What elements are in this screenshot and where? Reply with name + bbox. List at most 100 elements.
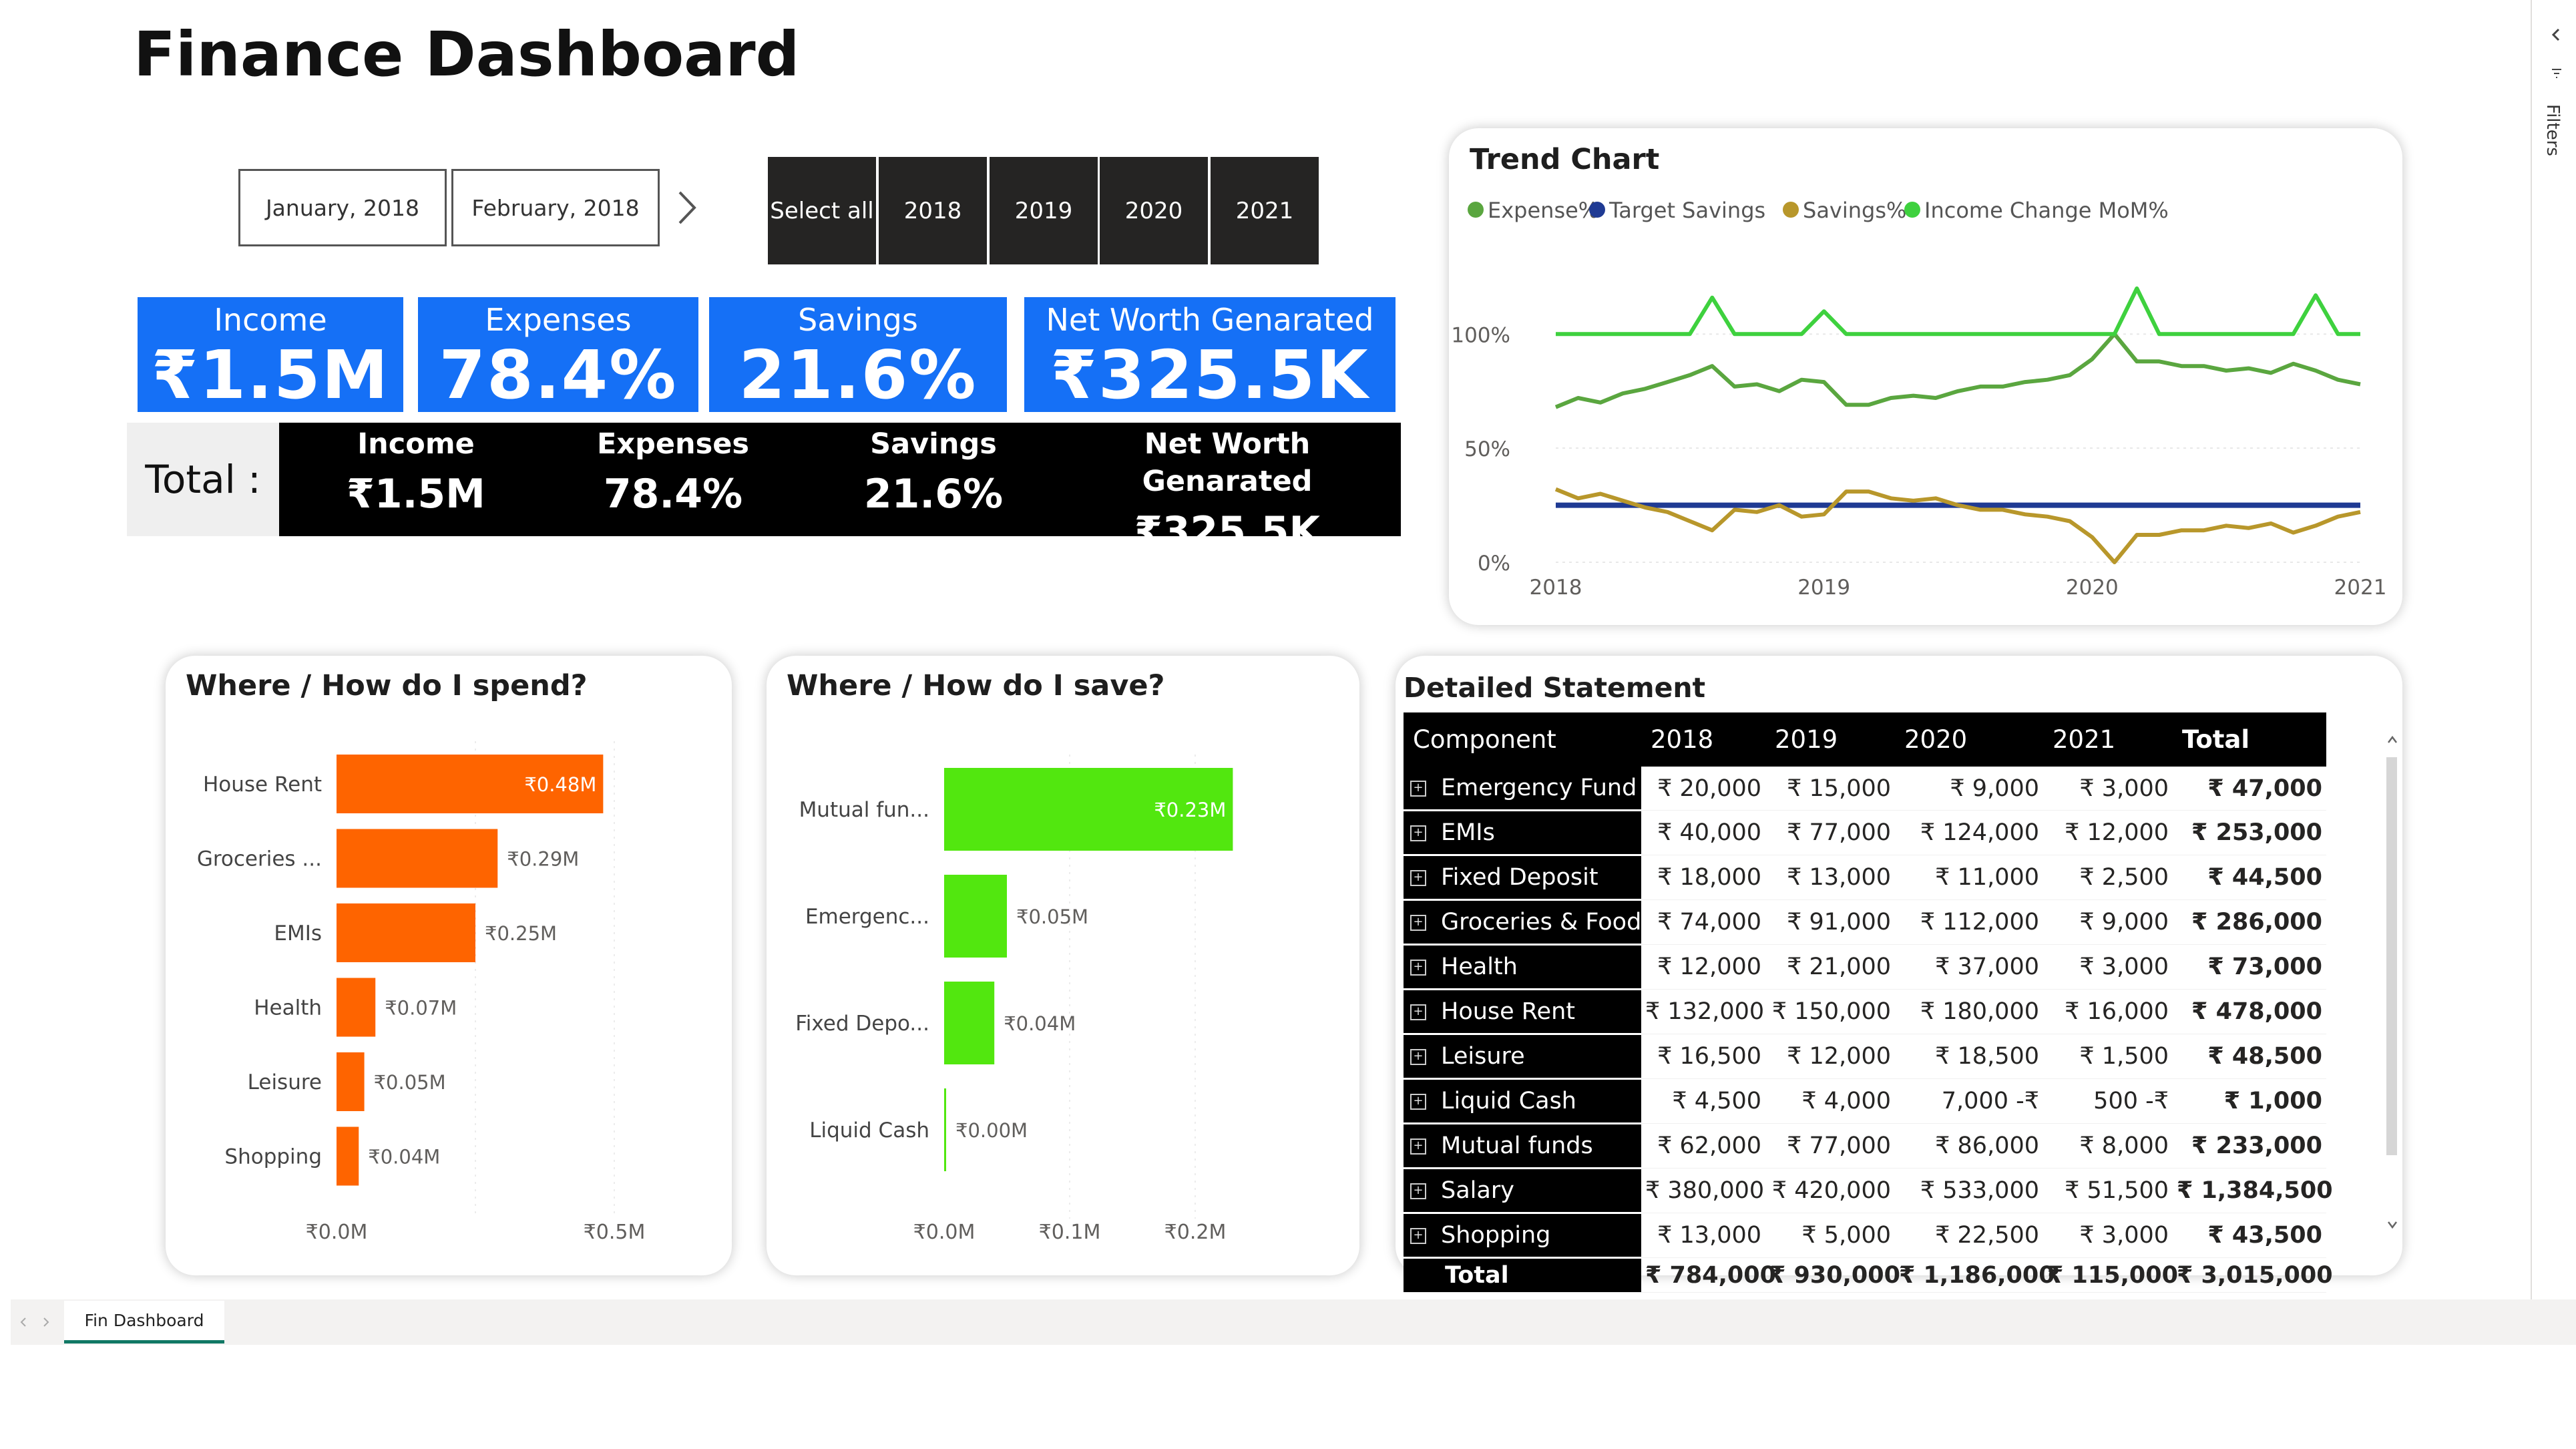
row-label: + Liquid Cash: [1404, 1078, 1641, 1124]
column-header[interactable]: 2019: [1765, 712, 1895, 767]
kpi-label: Savings: [798, 302, 918, 338]
x-tick-label: ₹0.1M: [1039, 1221, 1101, 1244]
category-label: Leisure: [248, 1070, 322, 1094]
series-line[interactable]: [1554, 332, 2361, 409]
column-header[interactable]: Total: [2173, 712, 2326, 767]
table-cell: ₹ 16,500: [1641, 1034, 1765, 1079]
plus-square-icon[interactable]: +: [1410, 1183, 1426, 1199]
tab-fin-dashboard[interactable]: Fin Dashboard: [64, 1301, 224, 1343]
plus-square-icon[interactable]: +: [1410, 960, 1426, 976]
row-label-text: Health: [1441, 954, 1518, 980]
table-cell: ₹ 47,000: [2173, 767, 2326, 811]
y-tick-label: 50%: [1464, 437, 1510, 461]
row-label-text: Mutual funds: [1441, 1132, 1593, 1159]
table-row[interactable]: + Salary ₹ 380,000 ₹ 420,000 ₹ 533,000 ₹ 51,5…: [1404, 1168, 2333, 1214]
bar[interactable]: [944, 1088, 946, 1171]
table-scrollbar[interactable]: [2385, 729, 2400, 1237]
bar[interactable]: [944, 768, 1233, 851]
year-2019-button[interactable]: 2019: [990, 157, 1098, 264]
category-label: Liquid Cash: [809, 1118, 929, 1143]
series-line[interactable]: [1554, 487, 2361, 564]
table-cell: ₹ 3,000: [2043, 1213, 2173, 1258]
row-label: + Emergency Fund: [1404, 767, 1641, 811]
bar[interactable]: [944, 875, 1007, 958]
bar[interactable]: [337, 978, 376, 1037]
bar[interactable]: [944, 982, 995, 1064]
table-row[interactable]: + Health ₹ 12,000 ₹ 21,000 ₹ 37,000 ₹ 3,000 ₹ …: [1404, 944, 2326, 990]
plus-square-icon[interactable]: +: [1410, 825, 1426, 841]
column-header[interactable]: 2021: [2043, 712, 2173, 767]
table-row[interactable]: + Fixed Deposit ₹ 18,000 ₹ 13,000 ₹ 11,000 ₹ …: [1404, 855, 2326, 901]
statement-title: Detailed Statement: [1404, 672, 1706, 704]
table-cell: ₹ 1,500: [2043, 1034, 2173, 1079]
column-header[interactable]: Component: [1404, 712, 1641, 767]
x-tick-label: ₹0.0M: [306, 1221, 368, 1244]
total-cell: ₹ 930,000: [1765, 1257, 1900, 1293]
year-select-all-button[interactable]: Select all: [768, 157, 876, 264]
kpi-value: 21.6%: [738, 336, 978, 414]
data-label: ₹0.04M: [1004, 1012, 1076, 1035]
table-cell: ₹ 18,000: [1641, 855, 1765, 900]
totals-item-value: ₹1.5M: [347, 471, 485, 518]
filters-pane-label[interactable]: Filters: [2543, 104, 2563, 156]
page-title: Finance Dashboard: [134, 19, 800, 90]
row-label-text: Shopping: [1441, 1222, 1551, 1249]
table-cell: ₹ 48,500: [2173, 1034, 2326, 1079]
table-cell: ₹ 51,500: [2043, 1168, 2173, 1213]
chevron-right-icon[interactable]: [670, 186, 704, 230]
chevron-left-icon[interactable]: [2532, 0, 2576, 80]
series-line[interactable]: [1556, 286, 2360, 337]
row-label: + Fixed Deposit: [1404, 855, 1641, 901]
scrollbar-thumb[interactable]: [2386, 757, 2397, 1155]
table-cell: ₹ 420,000: [1765, 1168, 1895, 1213]
year-2018-button[interactable]: 2018: [879, 157, 987, 264]
table-row[interactable]: + Mutual funds ₹ 62,000 ₹ 77,000 ₹ 86,000 ₹ 8…: [1404, 1123, 2326, 1169]
date-slicer-item[interactable]: February, 2018: [451, 169, 660, 246]
page-nav-arrows-icon[interactable]: [15, 1314, 55, 1330]
row-label: + EMIs: [1404, 810, 1641, 856]
kpi-card-income: Income ₹1.5M: [138, 297, 403, 412]
row-label-text: Leisure: [1441, 1043, 1525, 1070]
plus-square-icon[interactable]: +: [1410, 870, 1426, 886]
table-row[interactable]: + Groceries & Food ₹ 74,000 ₹ 91,000 ₹ 112,0…: [1404, 899, 2326, 946]
plus-square-icon[interactable]: +: [1410, 915, 1426, 931]
table-cell: ₹ 478,000: [2173, 989, 2326, 1034]
column-header[interactable]: 2018: [1641, 712, 1765, 767]
table-row[interactable]: + EMIs ₹ 40,000 ₹ 77,000 ₹ 124,000 ₹ 12,000 ₹ …: [1404, 810, 2326, 856]
table-cell: ₹ 91,000: [1765, 899, 1895, 945]
bar[interactable]: [337, 1126, 359, 1186]
table-row[interactable]: + Shopping ₹ 13,000 ₹ 5,000 ₹ 22,500 ₹ 3,000 ₹…: [1404, 1213, 2326, 1259]
year-2021-button[interactable]: 2021: [1211, 157, 1319, 264]
bar[interactable]: [337, 755, 604, 813]
save-bar-chart: Mutual fun... ₹0.23M Emergenc... ₹0.05M Fixe…: [795, 755, 1233, 1244]
table-row[interactable]: + House Rent ₹ 132,000 ₹ 150,000 ₹ 180,000 ₹ …: [1404, 989, 2326, 1035]
totals-income: Income ₹1.5M: [319, 423, 513, 518]
table-cell: ₹ 74,000: [1641, 899, 1765, 945]
table-cell: ₹ 12,000: [1641, 944, 1765, 990]
table-cell: ₹ 533,000: [1895, 1168, 2043, 1213]
date-slicer-item[interactable]: January, 2018: [238, 169, 447, 246]
plus-square-icon[interactable]: +: [1410, 1049, 1426, 1065]
total-cell: ₹ 115,000: [2043, 1257, 2178, 1293]
bar[interactable]: [337, 1052, 365, 1111]
table-cell: ₹ 18,500: [1895, 1034, 2043, 1079]
bar[interactable]: [337, 829, 498, 888]
plus-square-icon[interactable]: +: [1410, 1004, 1426, 1020]
plus-square-icon[interactable]: +: [1410, 781, 1426, 797]
year-2020-button[interactable]: 2020: [1100, 157, 1208, 264]
column-header[interactable]: 2020: [1895, 712, 2043, 767]
totals-item-label: Savings: [870, 427, 997, 461]
table-row[interactable]: + Leisure ₹ 16,500 ₹ 12,000 ₹ 18,500 ₹ 1,500 ₹…: [1404, 1034, 2326, 1080]
table-row[interactable]: + Liquid Cash ₹ 4,500 ₹ 4,000 7,000 -₹ 500 -₹…: [1404, 1078, 2326, 1124]
plus-square-icon[interactable]: +: [1410, 1138, 1426, 1155]
spend-chart-title: Where / How do I spend?: [186, 669, 588, 702]
bar[interactable]: [337, 903, 475, 962]
table-header-row: Component 2018 2019 2020 2021 Total: [1404, 712, 2326, 767]
trend-chart: 100% 50% 0% 2018 2019 2020 2021: [1451, 286, 2386, 600]
category-label: House Rent: [203, 773, 322, 797]
category-label: Fixed Depo...: [795, 1012, 929, 1036]
plus-square-icon[interactable]: +: [1410, 1094, 1426, 1110]
plus-square-icon[interactable]: +: [1410, 1228, 1426, 1244]
page-tab-bar: [11, 1299, 2576, 1345]
table-row[interactable]: + Emergency Fund ₹ 20,000 ₹ 15,000 ₹ 9,000 ₹ …: [1404, 767, 2326, 811]
